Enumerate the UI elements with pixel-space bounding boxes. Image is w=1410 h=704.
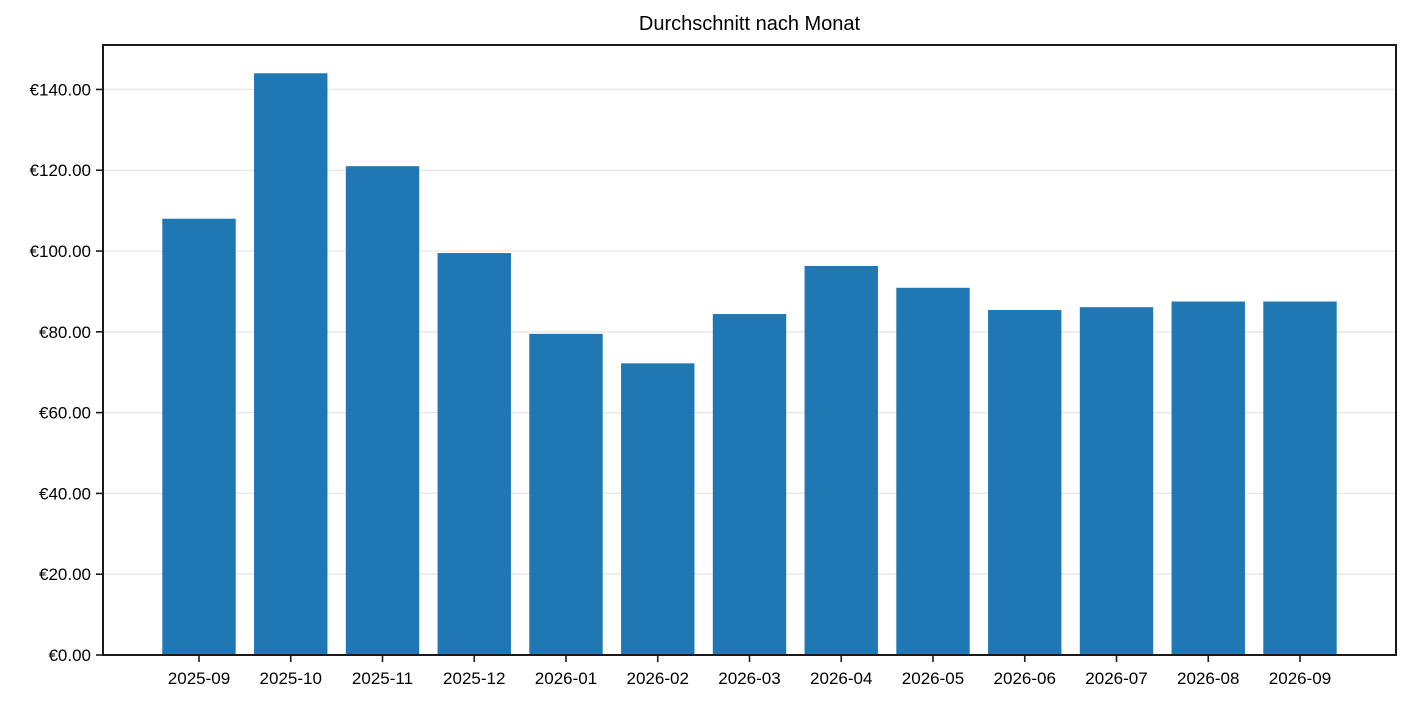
- x-tick-label: 2026-09: [1269, 669, 1331, 688]
- bar: [162, 218, 236, 655]
- y-tick-label: €60.00: [39, 404, 91, 423]
- x-tick-label: 2026-04: [810, 669, 872, 688]
- x-tick-label: 2026-07: [1085, 669, 1147, 688]
- y-tick-label: €0.00: [48, 646, 91, 665]
- bar: [621, 363, 695, 655]
- bar: [437, 253, 511, 656]
- x-tick-label: 2025-11: [352, 669, 413, 688]
- x-tick-label: 2026-08: [1177, 669, 1239, 688]
- x-tick-label: 2026-06: [994, 669, 1056, 688]
- x-tick-label: 2025-09: [168, 669, 230, 688]
- x-tick-label: 2026-02: [627, 669, 689, 688]
- x-tick-label: 2025-10: [260, 669, 322, 688]
- x-tick-label: 2026-01: [535, 669, 597, 688]
- bar: [254, 73, 328, 655]
- bar: [1079, 307, 1154, 655]
- y-tick-label: €40.00: [39, 484, 91, 503]
- bar: [988, 310, 1062, 655]
- y-tick-label: €140.00: [30, 80, 91, 99]
- x-tick-label: 2026-05: [902, 669, 964, 688]
- y-tick-label: €100.00: [30, 242, 91, 261]
- x-tick-label: 2025-12: [443, 669, 505, 688]
- bar: [529, 333, 603, 655]
- bar: [712, 314, 787, 655]
- chart-title: Durchschnitt nach Monat: [638, 13, 861, 35]
- y-tick-label: €120.00: [30, 161, 91, 180]
- bar: [896, 287, 970, 655]
- y-tick-label: €80.00: [39, 323, 91, 342]
- x-tick-label: 2026-03: [718, 669, 780, 688]
- bar: [345, 166, 420, 655]
- bar: [1263, 301, 1337, 655]
- bar: [1171, 301, 1245, 655]
- bar: [804, 265, 878, 655]
- y-tick-label: €20.00: [39, 565, 91, 584]
